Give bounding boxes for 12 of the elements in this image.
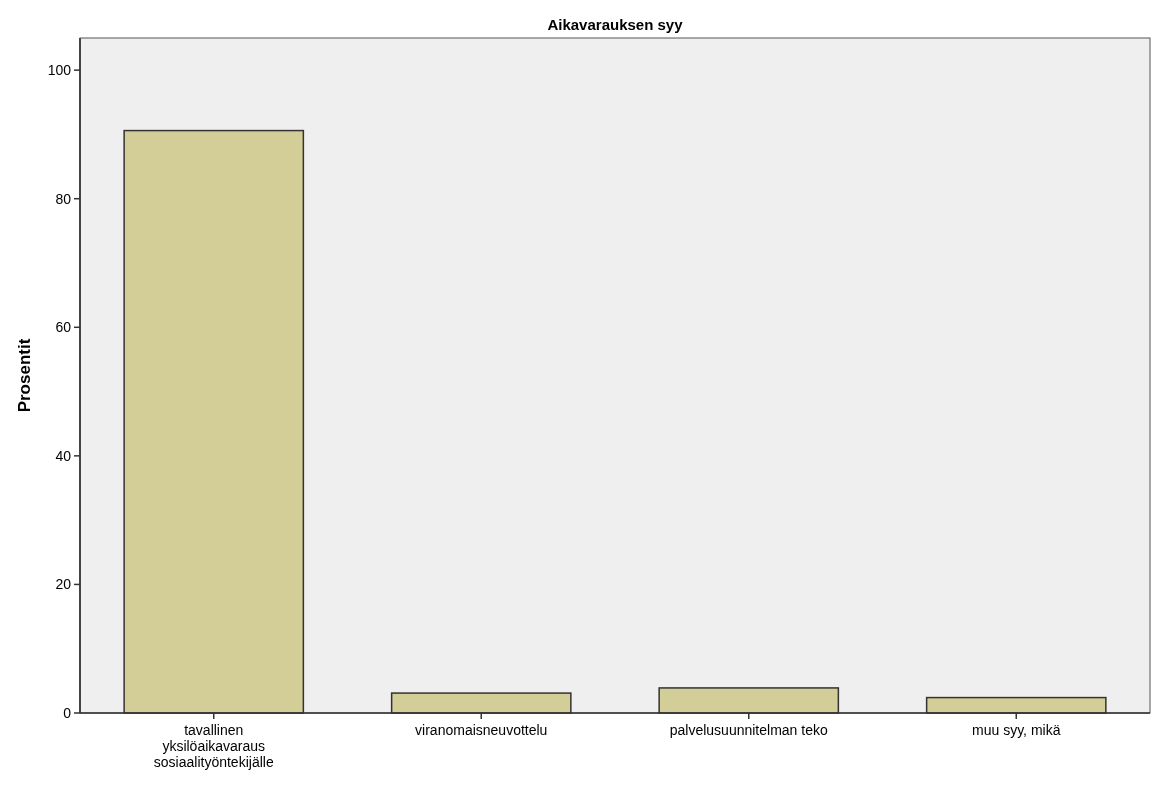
x-tick-label: viranomaisneuvottelu — [415, 722, 548, 738]
y-tick-label: 100 — [47, 62, 72, 79]
y-tick-label: 0 — [63, 704, 72, 721]
x-tick-label: palvelusuunnitelman teko — [669, 722, 828, 738]
y-tick-label: 20 — [55, 576, 72, 593]
chart-title: Aikavarauksen syy — [547, 16, 684, 33]
y-axis-title: Prosentit — [15, 338, 34, 413]
x-tick-label: tavallinen yksilöaikavaraus sosiaalityöntekijälle — [153, 722, 274, 770]
y-tick-label: 60 — [55, 319, 72, 336]
x-tick-label: muu syy, mikä — [972, 722, 1061, 738]
y-tick-label: 80 — [55, 190, 72, 207]
y-tick-label: 40 — [55, 447, 72, 464]
